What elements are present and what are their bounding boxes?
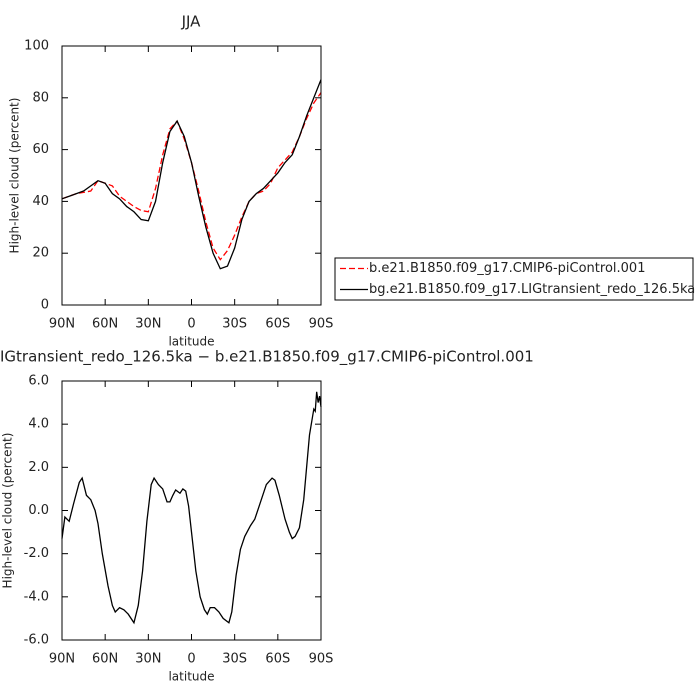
plot-frame: [61, 380, 322, 641]
data-line: [61, 92, 322, 261]
data-line: [61, 79, 322, 270]
data-line: [61, 391, 322, 625]
x-tick-label: 60S: [265, 652, 290, 667]
x-tick-label: 60S: [265, 317, 290, 332]
legend-label: bg.e21.B1850.f09_g17.LIGtransient_redo_1…: [369, 282, 695, 297]
legend-box: [334, 257, 694, 301]
y-tick-label: -6.0: [24, 633, 49, 648]
x-tick-label: 30N: [135, 652, 161, 667]
y-axis-label: High-level cloud (percent): [1, 433, 15, 589]
y-tick-label: 4.0: [28, 417, 49, 432]
x-tick-label: 90S: [309, 317, 334, 332]
y-tick-label: 20: [32, 246, 49, 261]
y-tick-label: 40: [32, 194, 49, 209]
y-axis-label: High-level cloud (percent): [8, 98, 22, 254]
x-tick-label: 30S: [222, 652, 247, 667]
y-tick-label: 0: [41, 298, 49, 313]
legend-label: b.e21.B1850.f09_g17.CMIP6-piControl.001: [369, 261, 645, 276]
x-tick-label: 60N: [92, 317, 118, 332]
x-tick-label: 0: [187, 317, 195, 332]
y-tick-label: 6.0: [28, 374, 49, 389]
x-tick-label: 90S: [309, 652, 334, 667]
x-tick-label: 90N: [49, 317, 75, 332]
legend: b.e21.B1850.f09_g17.CMIP6-piControl.001b…: [334, 257, 695, 301]
y-tick-label: 60: [32, 142, 49, 157]
x-tick-label: 0: [187, 652, 195, 667]
y-tick-label: 100: [24, 39, 49, 54]
y-tick-label: -2.0: [24, 546, 49, 561]
y-tick-label: 80: [32, 90, 49, 105]
y-tick-label: -4.0: [24, 589, 49, 604]
x-tick-label: 60N: [92, 652, 118, 667]
x-tick-label: 90N: [49, 652, 75, 667]
plot-frame: [61, 45, 322, 306]
x-tick-label: 30S: [222, 317, 247, 332]
y-tick-label: 0.0: [28, 503, 49, 518]
chart-title: JJA: [181, 13, 202, 31]
x-axis-label: latitude: [168, 335, 214, 349]
chart-title: IGtransient_redo_126.5ka − b.e21.B1850.f…: [0, 348, 534, 367]
x-axis-label: latitude: [168, 670, 214, 684]
x-tick-label: 30N: [135, 317, 161, 332]
y-tick-label: 2.0: [28, 460, 49, 475]
